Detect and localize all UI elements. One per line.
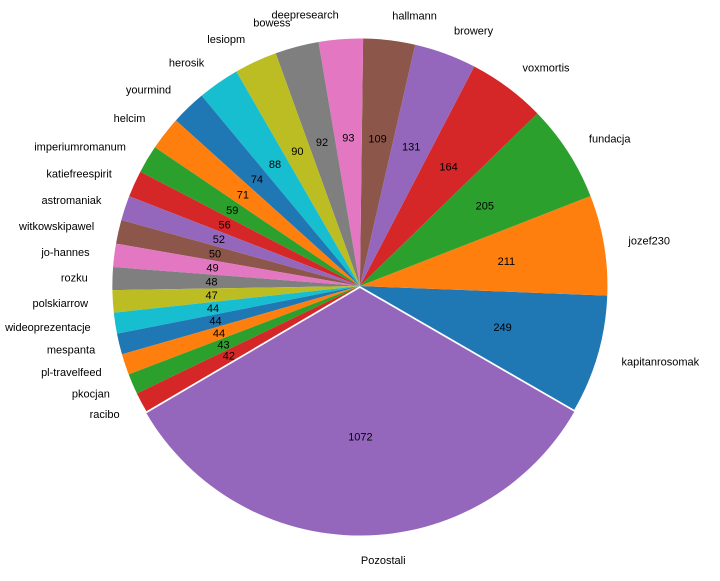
- svg-text:lesiopm: lesiopm: [207, 34, 245, 46]
- svg-text:109: 109: [368, 133, 386, 145]
- svg-text:pkocjan: pkocjan: [72, 389, 110, 401]
- svg-text:74: 74: [251, 174, 263, 186]
- svg-text:88: 88: [269, 159, 281, 171]
- svg-text:racibo: racibo: [90, 409, 120, 421]
- svg-text:90: 90: [291, 146, 303, 158]
- svg-text:44: 44: [209, 316, 221, 328]
- svg-text:131: 131: [402, 141, 420, 153]
- svg-text:rozku: rozku: [61, 273, 88, 285]
- svg-text:44: 44: [207, 303, 219, 315]
- svg-text:pl-travelfeed: pl-travelfeed: [41, 367, 102, 379]
- svg-text:48: 48: [205, 276, 217, 288]
- svg-text:211: 211: [498, 256, 516, 268]
- svg-text:wideoprezentacje: wideoprezentacje: [4, 322, 91, 334]
- svg-text:71: 71: [237, 189, 249, 201]
- svg-text:herosik: herosik: [169, 57, 205, 69]
- svg-text:52: 52: [213, 234, 225, 246]
- svg-text:50: 50: [209, 248, 221, 260]
- svg-text:59: 59: [226, 205, 238, 217]
- svg-text:93: 93: [342, 133, 354, 145]
- svg-text:astromaniak: astromaniak: [42, 195, 102, 207]
- svg-text:witkowskipawel: witkowskipawel: [18, 221, 94, 233]
- svg-text:47: 47: [206, 290, 218, 302]
- svg-text:43: 43: [217, 340, 229, 352]
- svg-text:bowess: bowess: [253, 18, 291, 30]
- svg-text:44: 44: [213, 328, 225, 340]
- svg-text:164: 164: [439, 162, 457, 174]
- svg-text:49: 49: [206, 262, 218, 274]
- svg-text:fundacja: fundacja: [589, 134, 631, 146]
- svg-text:hallmann: hallmann: [392, 10, 437, 22]
- svg-text:42: 42: [223, 351, 235, 363]
- svg-text:56: 56: [218, 220, 230, 232]
- svg-text:jozef230: jozef230: [627, 236, 670, 248]
- svg-text:mespanta: mespanta: [47, 345, 96, 357]
- svg-text:katiefreespirit: katiefreespirit: [46, 168, 111, 180]
- svg-text:205: 205: [476, 200, 494, 212]
- svg-text:92: 92: [316, 137, 328, 149]
- svg-text:249: 249: [493, 322, 511, 334]
- svg-text:Pozostali: Pozostali: [361, 555, 406, 567]
- svg-text:jo-hannes: jo-hannes: [40, 247, 90, 259]
- svg-text:deepresearch: deepresearch: [272, 9, 339, 21]
- svg-text:voxmortis: voxmortis: [523, 62, 571, 74]
- svg-text:kapitanrosomak: kapitanrosomak: [622, 356, 700, 368]
- svg-text:imperiumromanum: imperiumromanum: [34, 141, 126, 153]
- svg-text:yourmind: yourmind: [126, 85, 171, 97]
- svg-text:helcim: helcim: [114, 113, 146, 125]
- svg-text:browery: browery: [454, 25, 494, 37]
- svg-text:polskiarrow: polskiarrow: [32, 298, 88, 310]
- svg-text:1072: 1072: [348, 431, 372, 443]
